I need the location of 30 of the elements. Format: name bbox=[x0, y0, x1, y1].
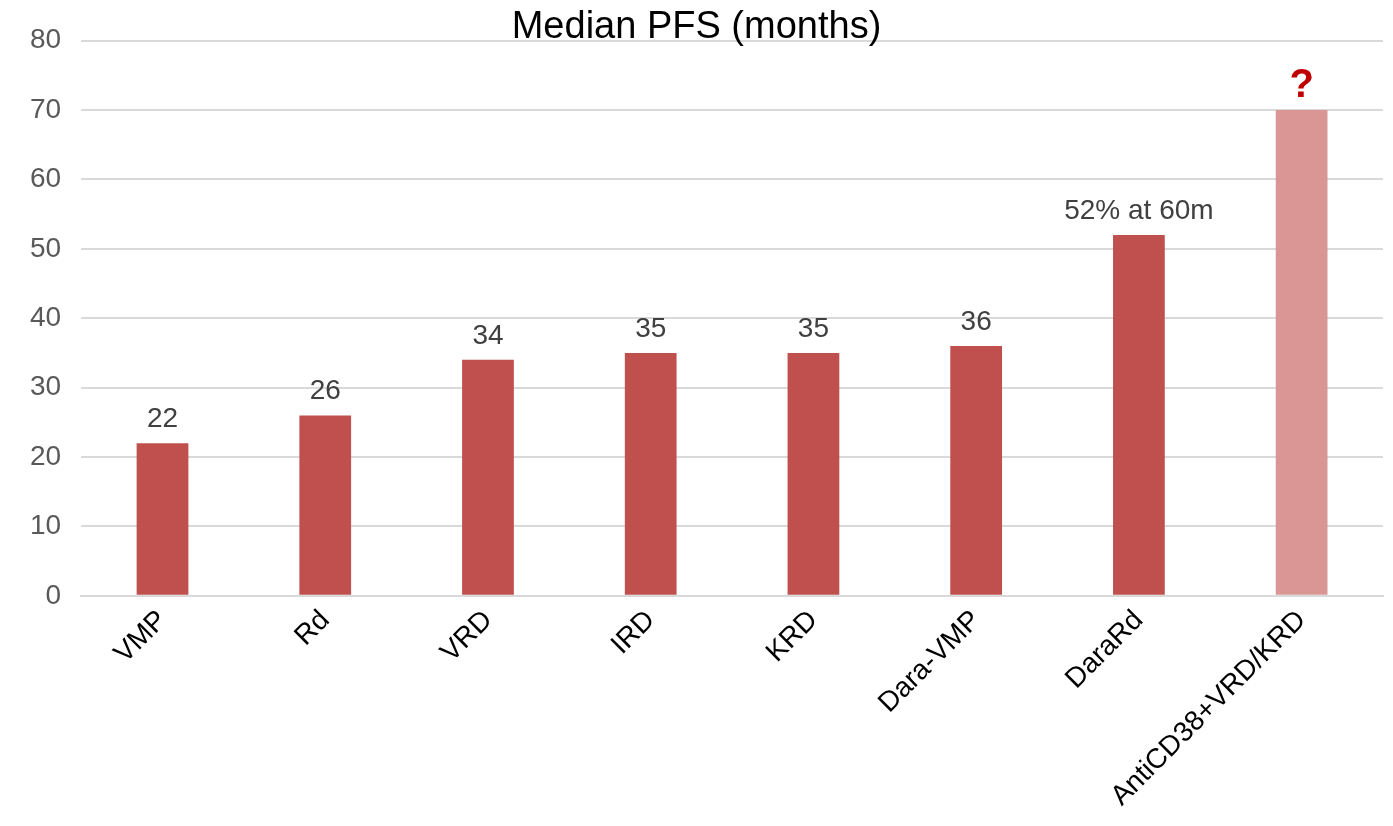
y-tick-label: 20 bbox=[29, 439, 62, 471]
x-tick-label: IRD bbox=[604, 603, 661, 660]
annotation: ? bbox=[1289, 61, 1314, 106]
y-tick-label: 70 bbox=[29, 92, 62, 124]
data-label: 26 bbox=[309, 374, 341, 406]
bar bbox=[1275, 110, 1328, 595]
y-tick-label: 80 bbox=[29, 23, 62, 55]
data-label: 35 bbox=[635, 311, 667, 343]
y-tick-label: 0 bbox=[45, 578, 62, 610]
data-label: 35 bbox=[797, 311, 830, 343]
y-tick-label: 30 bbox=[29, 370, 62, 402]
data-label: 36 bbox=[960, 304, 992, 336]
y-tick-label: 40 bbox=[29, 300, 62, 332]
bar bbox=[624, 352, 677, 595]
bar bbox=[136, 443, 189, 595]
x-tick-label: Rd bbox=[287, 603, 335, 651]
x-tick-label: VRD bbox=[433, 603, 498, 668]
y-tick-label: 60 bbox=[29, 162, 62, 194]
data-label: 34 bbox=[472, 318, 504, 350]
bar bbox=[950, 345, 1003, 595]
bar bbox=[462, 359, 514, 595]
chart-title: Median PFS (months) bbox=[511, 4, 882, 47]
bar bbox=[299, 415, 352, 595]
data-label: 22 bbox=[146, 401, 179, 433]
x-tick-label: VMP bbox=[107, 603, 173, 669]
y-tick-label: 10 bbox=[29, 509, 62, 541]
bar bbox=[787, 352, 840, 595]
data-label: 52% at 60m bbox=[1064, 193, 1214, 225]
y-tick-label: 50 bbox=[29, 231, 62, 263]
bar bbox=[1113, 234, 1165, 595]
